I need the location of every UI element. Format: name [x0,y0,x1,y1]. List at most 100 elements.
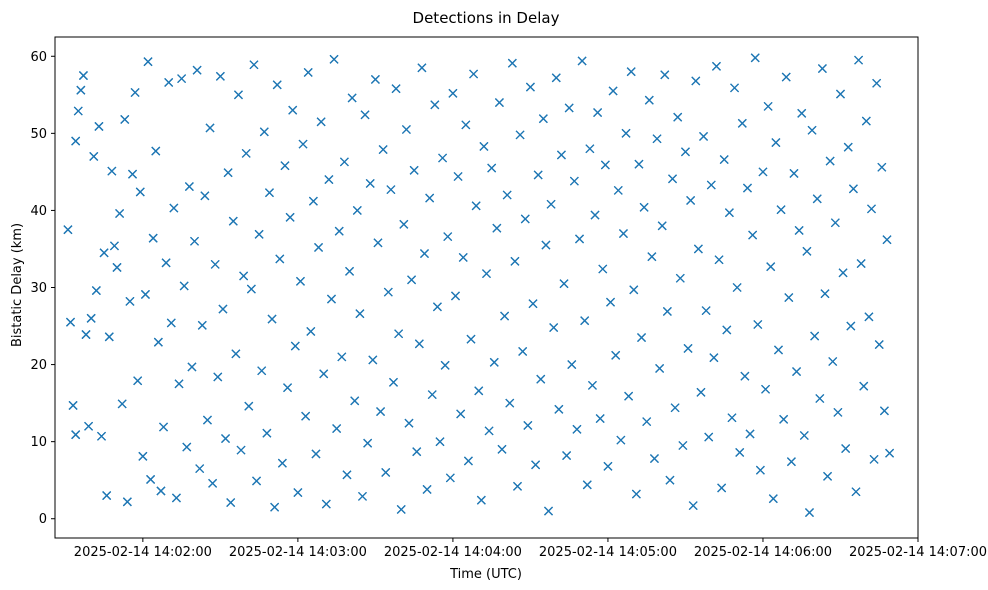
data-point [523,421,533,430]
data-point [670,403,680,413]
data-point [298,139,308,149]
data-point [71,136,81,146]
data-point [859,381,869,391]
data-point [647,252,657,262]
data-point [476,495,486,505]
data-point [613,185,623,195]
data-point [321,499,331,509]
data-point [507,58,517,68]
data-point [308,196,318,206]
data-point [606,297,615,307]
data-point [355,309,365,319]
data-point [673,112,683,122]
data-point [737,118,747,128]
data-point [497,444,507,454]
data-point [593,108,603,117]
data-point [562,451,572,460]
data-point [347,93,357,103]
data-point [665,475,675,485]
data-point [259,127,269,137]
data-point [401,125,411,134]
data-point [81,330,91,339]
data-point [213,372,223,382]
data-point [205,123,215,133]
data-point [435,437,445,447]
data-point [272,80,282,90]
data-point [236,445,246,455]
data-point [861,116,871,126]
y-tick-label: 30 [30,281,47,296]
data-point [807,125,817,135]
data-point [203,415,212,425]
data-point [78,71,88,80]
data-point [872,78,882,88]
data-point [311,449,321,459]
data-point [704,432,714,442]
data-point [810,331,820,341]
data-point [856,259,866,269]
data-point [588,380,597,390]
data-point [404,418,414,428]
data-point [551,73,561,83]
x-tick-label: 2025-02-14 14:06:00 [694,545,832,560]
data-point [471,201,481,211]
data-point [166,318,176,328]
data-point [683,343,693,353]
chart-title: Detections in Delay [413,9,560,27]
data-point [639,202,649,212]
data-point [724,208,734,218]
data-point [675,273,685,283]
data-point [838,268,848,278]
data-point [743,183,752,193]
x-axis-label: Time (UTC) [449,567,522,582]
data-point [97,431,106,441]
data-point [280,161,290,171]
data-point [642,417,652,427]
data-point [603,461,613,471]
data-point [492,223,502,233]
data-point [254,229,264,239]
data-point [386,185,396,195]
data-point [836,89,845,99]
data-point [531,460,541,470]
data-point [99,248,109,258]
data-point [823,471,832,481]
data-point [334,226,344,236]
data-point [820,289,830,299]
data-point [363,438,373,448]
data-point [422,485,432,494]
data-point [223,168,233,178]
data-point [794,226,804,235]
data-point [611,350,621,360]
data-point [458,253,468,262]
data-point [329,54,339,64]
data-point [575,234,584,244]
data-point [239,271,249,281]
data-point [750,53,760,63]
data-point [350,396,360,406]
data-point [234,90,243,100]
data-point [792,367,801,376]
data-point [510,256,520,266]
y-axis-label: Bistatic Delay (km) [10,223,25,347]
data-point [541,240,551,250]
data-point [445,473,455,483]
data-points [63,53,895,517]
data-point [339,157,349,167]
data-point [513,481,522,491]
data-point [314,242,323,252]
data-point [391,84,401,94]
data-point [128,169,137,179]
data-point [327,294,336,304]
data-point [461,120,471,130]
data-point [241,148,251,158]
data-point [285,212,295,222]
data-point [717,483,727,493]
data-point [151,146,161,156]
data-point [634,159,644,169]
data-point [378,145,388,154]
data-point [776,205,786,215]
data-point [358,491,367,501]
data-point [246,284,256,294]
data-point [172,493,181,503]
